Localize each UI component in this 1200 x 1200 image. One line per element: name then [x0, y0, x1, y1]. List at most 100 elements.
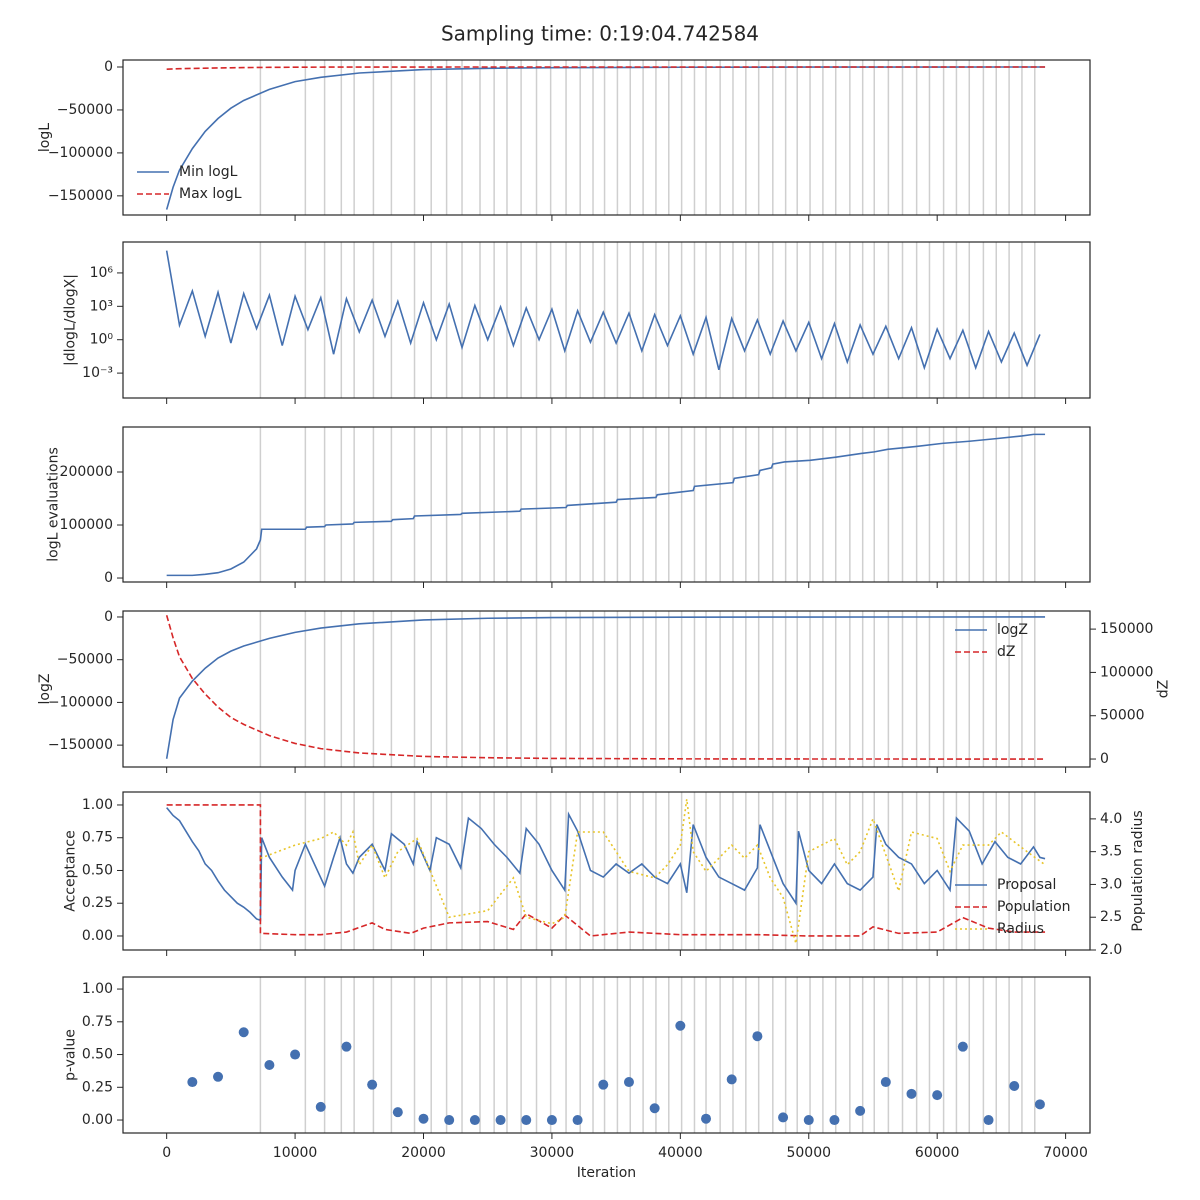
y-axis-label: logL evaluations: [45, 447, 61, 562]
y-tick-label: −50000: [57, 102, 113, 118]
y2-tick-label: 100000: [1100, 664, 1153, 680]
point: [418, 1113, 429, 1124]
y-tick-label: 0: [104, 59, 113, 75]
axes-frame: [122, 610, 1091, 768]
point: [598, 1079, 609, 1090]
x-tick-label: 0: [162, 1145, 171, 1161]
y-tick-label: 0.25: [82, 1079, 113, 1095]
y-tick-label: −150000: [48, 188, 113, 204]
point: [444, 1115, 455, 1126]
series-line: [165, 66, 1046, 210]
y-tick-label: 0: [104, 609, 113, 625]
series-line: [166, 433, 1046, 577]
point: [623, 1077, 634, 1088]
series-line: [165, 250, 1041, 371]
y-tick-label: 0.50: [82, 1047, 113, 1063]
point: [495, 1115, 506, 1126]
y-tick-label: 0.75: [82, 1014, 113, 1030]
x-tick-label: 20000: [401, 1145, 446, 1161]
point: [880, 1077, 891, 1088]
point: [213, 1071, 224, 1082]
point: [392, 1107, 403, 1118]
y2-tick-label: 0: [1100, 751, 1109, 767]
x-tick-label: 70000: [1043, 1145, 1088, 1161]
series-line: [166, 807, 1046, 922]
y2-tick-label: 3.5: [1100, 844, 1122, 860]
y-axis-label: Acceptance: [63, 830, 79, 911]
y2-axis-label: Population radius: [1130, 810, 1146, 931]
series-line: [165, 615, 1046, 760]
y-axis-label: p-value: [63, 1029, 79, 1081]
y-tick-label: 1.00: [82, 797, 113, 813]
x-tick-label: 60000: [915, 1145, 960, 1161]
point: [187, 1077, 198, 1088]
y-tick-label: 1.00: [82, 981, 113, 997]
legend-label: dZ: [997, 644, 1015, 660]
axes-frame: [122, 426, 1091, 583]
y-tick-label: 0.00: [82, 928, 113, 944]
figure-title: Sampling time: 0:19:04.742584: [441, 22, 759, 46]
series-line: [166, 66, 1046, 70]
point: [829, 1115, 840, 1126]
point: [315, 1101, 326, 1112]
point: [957, 1041, 968, 1052]
y-tick-label: 0.50: [82, 862, 113, 878]
point: [1034, 1099, 1045, 1110]
y-tick-label: 0.00: [82, 1112, 113, 1128]
y2-tick-label: 150000: [1100, 621, 1153, 637]
point: [341, 1041, 352, 1052]
legend-label: Max logL: [179, 186, 242, 202]
legend-label: Proposal: [997, 877, 1056, 893]
legend-label: Population: [997, 899, 1071, 915]
y2-tick-label: 50000: [1100, 708, 1145, 724]
y-tick-label: 0.25: [82, 895, 113, 911]
point: [290, 1049, 301, 1060]
y-tick-label: −100000: [48, 145, 113, 161]
axes-frame: [122, 241, 1091, 399]
series-line: [260, 799, 1046, 944]
legend-label: Radius: [997, 921, 1044, 937]
y-tick-label: 0.75: [82, 830, 113, 846]
y-axis-label: logZ: [37, 674, 53, 705]
point: [367, 1079, 378, 1090]
point: [675, 1020, 686, 1031]
point: [855, 1105, 866, 1116]
point: [726, 1074, 737, 1085]
x-tick-label: 40000: [658, 1145, 703, 1161]
point: [521, 1115, 532, 1126]
point: [264, 1060, 275, 1071]
y2-tick-label: 2.5: [1100, 909, 1122, 925]
x-tick-label: 50000: [786, 1145, 831, 1161]
y-tick-label: −150000: [48, 737, 113, 753]
y-tick-label: 10⁶: [90, 265, 114, 281]
y-tick-label: 200000: [60, 464, 113, 480]
series-line: [166, 804, 1046, 937]
point: [469, 1115, 480, 1126]
axes-frame: [122, 976, 1091, 1134]
y-tick-label: −50000: [57, 652, 113, 668]
y-tick-label: −100000: [48, 694, 113, 710]
y-tick-label: 10³: [90, 298, 113, 314]
point: [932, 1090, 943, 1101]
y-tick-label: 10⁰: [90, 332, 114, 348]
point: [572, 1115, 583, 1126]
point: [983, 1115, 994, 1126]
point: [1009, 1080, 1020, 1091]
point: [546, 1115, 557, 1126]
y2-axis-label: dZ: [1156, 680, 1172, 698]
x-tick-label: 10000: [273, 1145, 318, 1161]
point: [803, 1115, 814, 1126]
series-line: [165, 616, 1046, 759]
y-tick-label: 0: [104, 570, 113, 586]
y-tick-label: 10⁻³: [82, 365, 113, 381]
y2-tick-label: 4.0: [1100, 811, 1122, 827]
y2-tick-label: 2.0: [1100, 942, 1122, 958]
y-tick-label: 100000: [60, 517, 113, 533]
point: [778, 1112, 789, 1123]
y-axis-label: logL: [37, 123, 53, 152]
point: [238, 1027, 249, 1038]
x-axis-label: Iteration: [577, 1165, 636, 1181]
axes-frame: [122, 59, 1091, 216]
point: [752, 1031, 763, 1042]
